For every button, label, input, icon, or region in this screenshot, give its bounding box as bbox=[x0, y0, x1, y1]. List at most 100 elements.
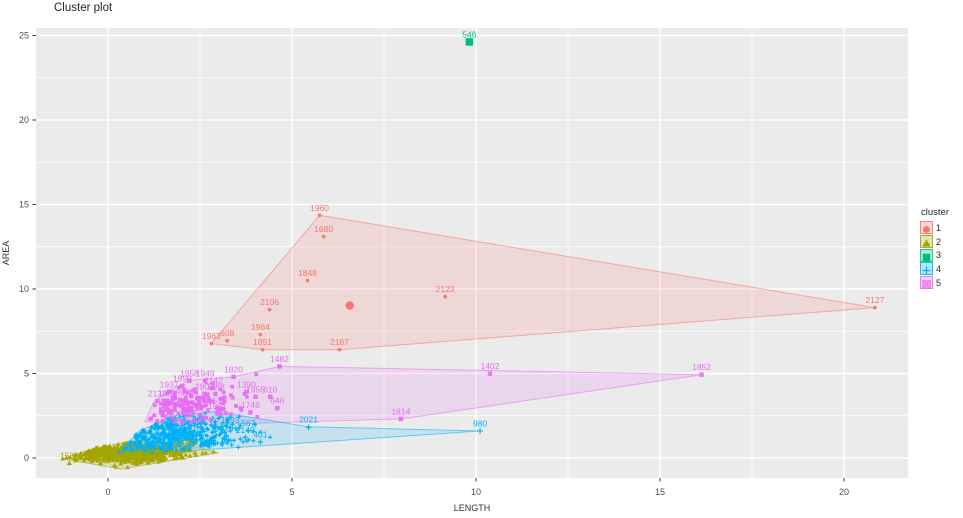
data-point bbox=[183, 452, 189, 457]
cluster-5-hull bbox=[144, 365, 702, 426]
data-point bbox=[95, 451, 100, 456]
data-point bbox=[229, 442, 234, 447]
data-point bbox=[224, 411, 228, 415]
data-point bbox=[129, 454, 135, 459]
data-point bbox=[173, 408, 177, 412]
legend-item-5: 5 bbox=[920, 276, 963, 290]
point-label: 1963 bbox=[202, 331, 221, 341]
data-point bbox=[244, 439, 249, 444]
legend-glyph-square-icon bbox=[922, 253, 931, 261]
data-point bbox=[157, 454, 163, 459]
data-point bbox=[305, 278, 310, 283]
data-point bbox=[173, 403, 178, 408]
data-point bbox=[133, 441, 138, 446]
data-point bbox=[97, 461, 103, 466]
data-point bbox=[169, 431, 174, 436]
plot-title: Cluster plot bbox=[54, 2, 113, 14]
data-point bbox=[187, 409, 192, 413]
point-label: 2142 bbox=[204, 375, 223, 385]
data-point bbox=[337, 347, 342, 352]
data-point bbox=[209, 341, 214, 346]
data-point bbox=[317, 213, 322, 218]
legend-items: 1 2 3 4 5 bbox=[920, 221, 963, 290]
y-axis-title: AREA bbox=[1, 240, 11, 266]
point-label: 1949 bbox=[196, 368, 215, 378]
cluster-4-cloud bbox=[117, 411, 273, 455]
data-point bbox=[169, 416, 174, 420]
point-label: 1390 bbox=[237, 379, 256, 389]
data-point bbox=[191, 401, 196, 405]
legend-item-label: 1 bbox=[936, 222, 942, 233]
legend-key-1 bbox=[920, 221, 933, 235]
data-point bbox=[121, 449, 126, 454]
data-point bbox=[141, 447, 146, 452]
data-point bbox=[245, 427, 251, 434]
data-point bbox=[167, 449, 172, 454]
y-tick-label: 20 bbox=[19, 115, 29, 125]
data-point bbox=[213, 391, 218, 396]
data-point bbox=[172, 397, 177, 401]
data-point bbox=[197, 429, 203, 434]
data-point bbox=[210, 430, 216, 435]
legend-item-label: 3 bbox=[936, 250, 942, 261]
data-point bbox=[202, 398, 206, 402]
data-point bbox=[922, 266, 931, 275]
data-point bbox=[159, 407, 163, 411]
data-point bbox=[203, 411, 208, 416]
data-point bbox=[175, 450, 180, 455]
data-point bbox=[206, 442, 211, 447]
axes: 0 5 10 15 20 0 5 10 15 20 25 bbox=[19, 31, 849, 498]
y-tick-label: 5 bbox=[24, 369, 29, 379]
data-point bbox=[206, 408, 210, 412]
point-label: 2167 bbox=[330, 337, 349, 347]
data-point bbox=[159, 410, 163, 415]
data-point bbox=[134, 436, 139, 441]
data-point bbox=[203, 378, 208, 383]
data-point bbox=[164, 451, 169, 456]
data-point bbox=[182, 425, 187, 430]
data-point bbox=[201, 415, 206, 420]
data-point bbox=[124, 454, 129, 459]
data-point bbox=[224, 424, 229, 429]
data-point bbox=[180, 423, 185, 428]
data-point bbox=[104, 449, 110, 454]
data-point bbox=[398, 417, 403, 421]
data-point bbox=[220, 440, 225, 445]
data-point bbox=[145, 460, 151, 465]
data-point bbox=[150, 458, 156, 463]
data-point bbox=[66, 460, 72, 465]
data-point bbox=[64, 455, 69, 460]
data-point bbox=[87, 448, 93, 453]
point-label: 1955 bbox=[246, 384, 265, 394]
data-point bbox=[118, 459, 124, 464]
data-point bbox=[174, 455, 180, 460]
data-point bbox=[103, 443, 108, 448]
data-point bbox=[236, 445, 241, 450]
point-label: 2149 bbox=[236, 425, 255, 435]
data-point bbox=[219, 431, 224, 436]
data-point bbox=[240, 439, 246, 444]
point-label: 1958 bbox=[180, 368, 199, 378]
data-point bbox=[215, 405, 220, 410]
data-point bbox=[160, 444, 165, 449]
data-point bbox=[178, 447, 184, 452]
data-point bbox=[198, 421, 203, 426]
data-point bbox=[184, 413, 188, 418]
data-point bbox=[177, 444, 182, 449]
data-point bbox=[163, 421, 168, 426]
point-label: 829 bbox=[219, 423, 233, 433]
data-point bbox=[148, 442, 153, 447]
data-point bbox=[173, 448, 178, 453]
data-point bbox=[97, 455, 103, 460]
data-point bbox=[254, 372, 258, 377]
data-point bbox=[225, 338, 230, 343]
data-point bbox=[203, 450, 209, 455]
point-label: 1680 bbox=[314, 224, 333, 234]
data-point bbox=[477, 428, 483, 434]
data-point bbox=[219, 424, 225, 429]
data-point bbox=[200, 442, 205, 447]
data-point bbox=[277, 364, 282, 369]
data-point bbox=[113, 464, 119, 469]
data-point bbox=[253, 422, 258, 427]
data-point bbox=[82, 455, 88, 460]
